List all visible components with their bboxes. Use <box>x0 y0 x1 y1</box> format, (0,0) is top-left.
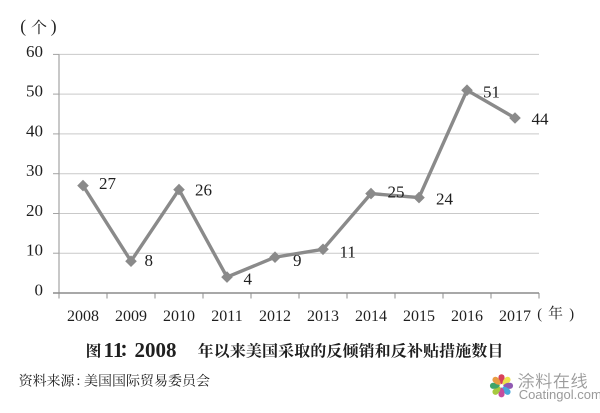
svg-text:): ) <box>569 307 574 323</box>
svg-text:2008: 2008 <box>67 308 99 325</box>
svg-text:Coatingol.com: Coatingol.com <box>519 387 600 402</box>
svg-text:40: 40 <box>26 121 43 140</box>
svg-text:50: 50 <box>26 82 43 101</box>
svg-text:30: 30 <box>26 161 43 180</box>
svg-text:2014: 2014 <box>355 308 387 325</box>
svg-text:2016: 2016 <box>451 308 483 325</box>
svg-text:2010: 2010 <box>163 308 195 325</box>
svg-text:27: 27 <box>99 174 117 193</box>
svg-text:10: 10 <box>26 241 43 260</box>
svg-text::: : <box>77 374 81 389</box>
svg-text:26: 26 <box>195 181 212 200</box>
svg-text:4: 4 <box>244 270 253 289</box>
svg-text:2011: 2011 <box>211 308 242 325</box>
svg-text:25: 25 <box>388 183 405 202</box>
svg-text:2015: 2015 <box>403 308 435 325</box>
svg-text:20: 20 <box>26 201 43 220</box>
svg-text:9: 9 <box>293 251 302 270</box>
svg-text:24: 24 <box>436 189 454 208</box>
svg-text:(: ( <box>20 16 26 36</box>
svg-text:60: 60 <box>26 42 43 61</box>
svg-text:2013: 2013 <box>307 308 339 325</box>
svg-text:0: 0 <box>35 280 44 299</box>
svg-text:44: 44 <box>532 110 550 129</box>
svg-text:2017: 2017 <box>499 308 531 325</box>
svg-text:11: 11 <box>340 243 356 262</box>
svg-text:2008: 2008 <box>135 338 177 362</box>
svg-text:2012: 2012 <box>259 308 291 325</box>
svg-text:(: ( <box>537 307 542 323</box>
svg-text:2009: 2009 <box>115 308 147 325</box>
svg-text:8: 8 <box>145 251 154 270</box>
svg-text:11: 11 <box>104 338 124 362</box>
svg-text:51: 51 <box>483 82 500 101</box>
svg-text:): ) <box>51 16 57 36</box>
